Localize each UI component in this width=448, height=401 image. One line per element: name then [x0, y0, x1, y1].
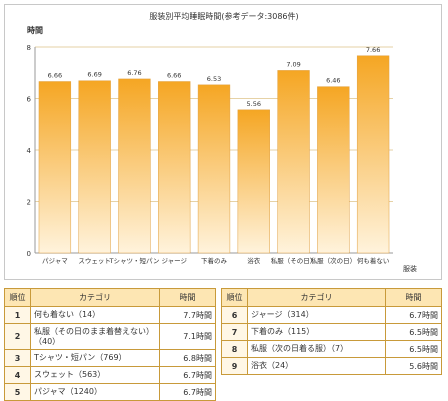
data-label: 6.53	[207, 75, 221, 83]
row-category: 下着のみ（115）	[247, 323, 386, 341]
chart-container: 服装別平均睡眠時間(参考データ:3086件) 時間 服装 0 2 4 6 8 6.66 パジ…	[4, 4, 442, 280]
x-tick-label: 何も着ない	[357, 256, 390, 265]
labels: 0 2 4 6 8 6.66 パジャマ 6.69 スウェット 6.76 Tシャツ・短パン 6.66 ジャ…	[27, 44, 390, 265]
x-tick-label: Tシャツ・短パン	[109, 256, 160, 265]
row-time: 6.5時間	[385, 323, 442, 341]
y-tick-label: 0	[27, 250, 31, 258]
data-label: 6.76	[127, 69, 141, 77]
row-time: 6.7時間	[159, 366, 216, 384]
bars	[38, 55, 390, 254]
header-time: 時間	[385, 288, 442, 307]
row-rank: 1	[4, 306, 31, 324]
table-row: 1 何も着ない（14） 7.7時間	[4, 306, 216, 324]
row-rank: 8	[221, 340, 248, 358]
table-header-row: 順位 カテゴリ 時間	[221, 288, 442, 307]
y-tick-label: 2	[27, 199, 31, 207]
row-rank: 3	[4, 349, 31, 367]
data-label: 6.46	[326, 77, 340, 85]
x-tick-label: ジャージ	[161, 257, 187, 265]
bar	[38, 81, 72, 254]
row-rank: 2	[4, 323, 31, 350]
bar	[356, 55, 390, 254]
y-tick-label: 6	[27, 96, 32, 104]
row-time: 6.7時間	[159, 383, 216, 401]
row-category: 私服（その日のまま着替えない）（40）	[30, 323, 160, 350]
header-category: カテゴリ	[247, 288, 386, 307]
chart-title: 服装別平均睡眠時間(参考データ:3086件)	[149, 11, 298, 21]
row-time: 6.5時間	[385, 340, 442, 358]
bar	[78, 80, 111, 254]
table-row: 2 私服（その日のまま着替えない）（40） 7.1時間	[4, 323, 216, 350]
x-tick-label: 浴衣	[247, 256, 261, 265]
ranking-table-left: 順位 カテゴリ 時間 1 何も着ない（14） 7.7時間 2 私服（その日のまま…	[4, 288, 216, 401]
bar-chart: 服装別平均睡眠時間(参考データ:3086件) 時間 服装 0 2 4 6 8 6.66 パジ…	[27, 11, 417, 273]
row-category: Tシャツ・短パン（769）	[30, 349, 160, 367]
table-row: 3 Tシャツ・短パン（769） 6.8時間	[4, 349, 216, 367]
table-row: 7 下着のみ（115） 6.5時間	[221, 323, 442, 341]
data-label: 6.66	[167, 72, 181, 80]
header-category: カテゴリ	[30, 288, 160, 307]
data-label: 7.66	[366, 46, 380, 54]
header-rank: 順位	[221, 288, 248, 307]
y-axis-label: 時間	[27, 25, 43, 35]
data-label: 7.09	[286, 60, 300, 68]
row-category: 浴衣（24）	[247, 357, 386, 375]
row-rank: 6	[221, 306, 248, 324]
ranking-table-right: 順位 カテゴリ 時間 6 ジャージ（314） 6.7時間 7 下着のみ（115）…	[221, 288, 442, 375]
x-tick-label: スウェット	[78, 257, 111, 265]
y-tick-label: 8	[27, 44, 31, 52]
row-time: 6.7時間	[385, 306, 442, 324]
row-rank: 5	[4, 383, 31, 401]
table-row: 6 ジャージ（314） 6.7時間	[221, 306, 442, 324]
y-tick-label: 4	[27, 147, 32, 155]
header-time: 時間	[159, 288, 216, 307]
bar	[118, 78, 151, 254]
row-category: ジャージ（314）	[247, 306, 386, 324]
table-row: 5 パジャマ（1240） 6.7時間	[4, 383, 216, 401]
bar	[158, 81, 191, 254]
bar	[317, 86, 350, 254]
row-time: 6.8時間	[159, 349, 216, 367]
table-header-row: 順位 カテゴリ 時間	[4, 288, 216, 307]
row-time: 7.7時間	[159, 306, 216, 324]
row-rank: 4	[4, 366, 31, 384]
bar	[277, 70, 310, 254]
data-label: 6.69	[87, 71, 101, 79]
data-label: 5.56	[247, 100, 261, 108]
table-row: 9 浴衣（24） 5.6時間	[221, 357, 442, 375]
row-category: 私服（次の日着る服）（7）	[247, 340, 386, 358]
x-tick-label: 下着のみ	[201, 256, 228, 265]
header-rank: 順位	[4, 288, 31, 307]
bar	[237, 109, 270, 254]
x-axis-label: 服装	[403, 264, 417, 273]
bar	[197, 84, 231, 254]
row-category: パジャマ（1240）	[30, 383, 160, 401]
row-rank: 7	[221, 323, 248, 341]
x-tick-label: 私服（その日）	[271, 256, 317, 265]
data-label: 6.66	[48, 72, 62, 80]
table-row: 4 スウェット（563） 6.7時間	[4, 366, 216, 384]
row-rank: 9	[221, 357, 248, 375]
table-row: 8 私服（次の日着る服）（7） 6.5時間	[221, 340, 442, 358]
x-tick-label: パジャマ	[42, 257, 68, 265]
row-category: スウェット（563）	[30, 366, 160, 384]
row-time: 7.1時間	[159, 323, 216, 350]
row-time: 5.6時間	[385, 357, 442, 375]
x-tick-label: 私服（次の日）	[311, 256, 357, 265]
row-category: 何も着ない（14）	[30, 306, 160, 324]
